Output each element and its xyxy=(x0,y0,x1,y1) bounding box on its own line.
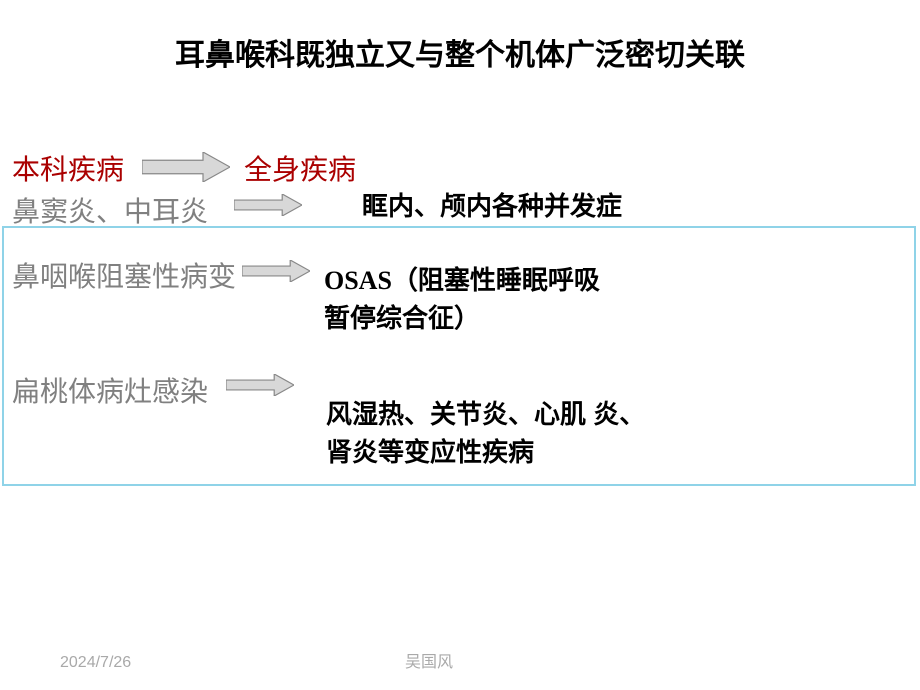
header-right: 全身疾病 xyxy=(244,148,356,188)
slide: 耳鼻喉科既独立又与整个机体广泛密切关联 本科疾病 全身疾病 鼻窦炎、中耳炎 眶内… xyxy=(0,0,920,690)
arrow-right-icon xyxy=(142,152,230,182)
row1-left: 鼻窦炎、中耳炎 xyxy=(12,190,208,230)
footer-date: 2024/7/26 xyxy=(60,654,131,672)
header-left: 本科疾病 xyxy=(12,148,124,188)
highlight-box xyxy=(2,226,916,486)
footer-author: 吴国风 xyxy=(405,648,453,672)
row1-right: 眶内、颅内各种并发症 xyxy=(362,186,622,223)
slide-title: 耳鼻喉科既独立又与整个机体广泛密切关联 xyxy=(0,30,920,74)
arrow-right-icon xyxy=(234,194,302,216)
